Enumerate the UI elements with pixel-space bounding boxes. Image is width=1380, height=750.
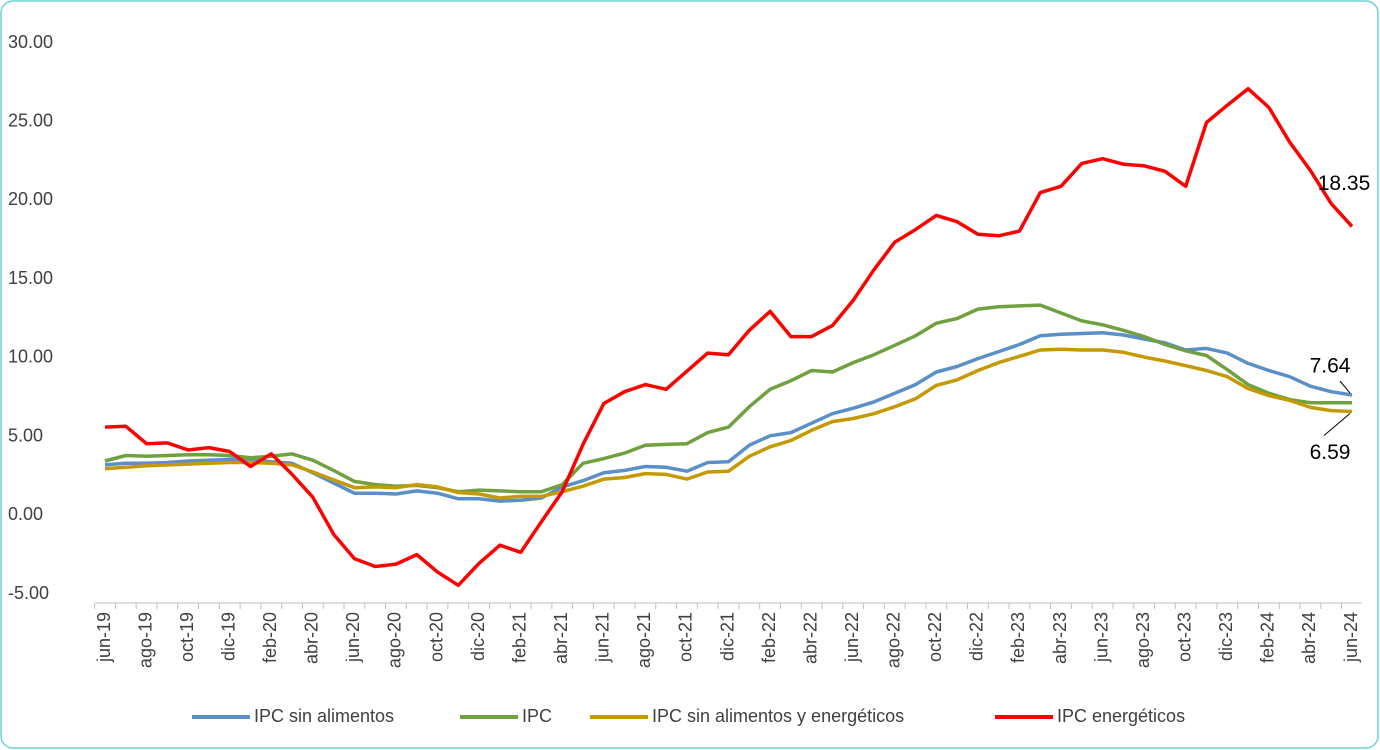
y-tick-label: 5.00	[8, 425, 43, 445]
legend-label: IPC sin alimentos y energéticos	[652, 706, 904, 726]
x-tick-label: feb-21	[509, 612, 529, 663]
x-tick-label: abr-20	[302, 612, 322, 664]
x-tick-label: jun-19	[94, 612, 114, 663]
y-tick-label: 15.00	[8, 268, 53, 288]
series-line	[104, 303, 1352, 494]
legend-label: IPC	[522, 706, 552, 726]
x-tick-label: abr-22	[800, 612, 820, 664]
x-tick-label: dic-22	[967, 612, 987, 661]
y-tick-label: 10.00	[8, 347, 53, 367]
x-tick-label: abr-24	[1299, 612, 1319, 664]
x-tick-label: jun-22	[842, 612, 862, 663]
y-tick-label: 20.00	[8, 189, 53, 209]
data-label: 18.35	[1318, 172, 1371, 195]
x-tick-label: feb-23	[1008, 612, 1028, 663]
x-tick-label: dic-23	[1216, 612, 1236, 661]
data-label: 6.59	[1310, 441, 1351, 464]
y-tick-label: 30.00	[8, 32, 53, 52]
x-tick-label: oct-20	[426, 612, 446, 662]
x-tick-label: ago-19	[135, 612, 155, 668]
x-tick-label: dic-21	[717, 612, 737, 661]
x-tick-label: feb-24	[1258, 612, 1278, 663]
x-tick-label: ago-20	[385, 612, 405, 668]
data-label: 7.64	[1310, 355, 1351, 378]
series-line	[104, 86, 1354, 588]
x-tick-label: abr-23	[1050, 612, 1070, 664]
x-tick-label: ago-22	[884, 612, 904, 668]
x-tick-label: feb-22	[759, 612, 779, 663]
x-tick-label: dic-20	[468, 612, 488, 661]
legend-label: IPC energéticos	[1057, 706, 1185, 726]
x-tick-label: feb-20	[260, 612, 280, 663]
x-tick-label: jun-24	[1341, 612, 1361, 663]
leader-line	[1339, 380, 1351, 394]
leader-line	[1323, 413, 1351, 436]
x-tick-label: oct-19	[177, 612, 197, 662]
x-tick-label: jun-20	[343, 612, 363, 663]
x-tick-label: oct-21	[676, 612, 696, 662]
x-tick-label: oct-22	[925, 612, 945, 662]
x-tick-label: abr-21	[551, 612, 571, 664]
y-tick-label: 0.00	[8, 504, 43, 524]
x-tick-label: jun-21	[593, 612, 613, 663]
x-tick-label: dic-19	[218, 612, 238, 661]
x-tick-label: jun-23	[1091, 612, 1111, 663]
x-tick-label: ago-23	[1133, 612, 1153, 668]
y-tick-label: -5.00	[8, 583, 49, 603]
series-line	[104, 347, 1353, 500]
x-tick-label: ago-21	[634, 612, 654, 668]
y-tick-label: 25.00	[8, 110, 53, 130]
x-tick-label: oct-23	[1174, 612, 1194, 662]
legend-label: IPC sin alimentos	[254, 706, 394, 726]
